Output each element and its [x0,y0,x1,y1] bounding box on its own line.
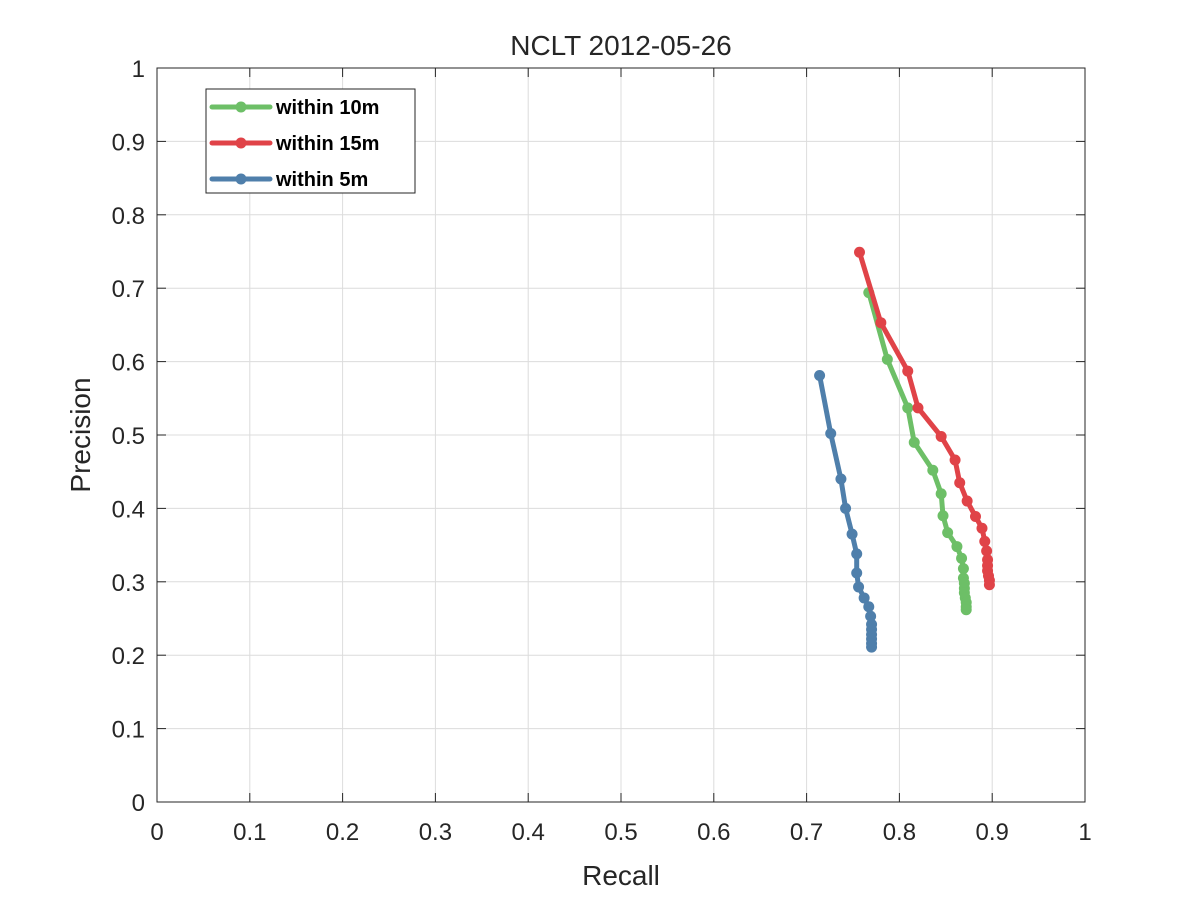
legend-label: within 10m [275,97,379,119]
data-point [866,641,878,653]
legend[interactable]: within 10m within 15m within 5m [205,88,416,194]
data-point [935,488,947,500]
y-axis-title: Precision [65,377,96,492]
y-tick-label: 0.1 [112,717,145,744]
data-point [954,477,966,489]
data-point [960,604,972,616]
data-point [976,522,988,534]
x-tick-label: 0.6 [697,819,730,846]
chart-title: NCLT 2012-05-26 [510,30,732,61]
x-tick-label: 0.1 [233,819,266,846]
x-tick-label: 0.5 [604,819,637,846]
y-tick-label: 0.5 [112,423,145,450]
data-point [853,581,865,593]
series-1 [863,287,972,616]
x-tick-label: 0.7 [790,819,823,846]
series-2 [853,246,995,591]
y-tick-label: 0.7 [112,276,145,303]
y-tick-label: 0.6 [112,350,145,377]
data-point [863,601,875,613]
data-point [881,353,893,365]
x-tick-label: 0.9 [976,819,1009,846]
legend-label: within 15m [275,133,379,155]
data-point [902,365,914,377]
data-point [840,502,852,514]
data-point [814,370,826,382]
data-point [956,552,968,564]
x-tick-label: 0.4 [512,819,545,846]
x-tick-label: 0.8 [883,819,916,846]
x-axis-title: Recall [582,860,660,891]
series-layer [814,246,995,653]
legend-swatch-marker [235,101,247,113]
data-point [853,246,865,258]
axis-ticks: 0 0.1 0.2 0.3 0.4 0.5 0.6 0.7 0.8 0.9 1 0 0.1 0.2 0.3 0… [112,56,1092,846]
data-point [875,317,887,329]
y-tick-label: 0.9 [112,129,145,156]
data-point [846,528,858,540]
data-point [835,473,847,485]
legend-swatch-marker [235,173,247,185]
y-tick-label: 0.4 [112,496,145,523]
data-point [858,592,870,604]
data-point [961,495,973,507]
y-tick-label: 0.2 [112,643,145,670]
y-tick-label: 1 [132,56,145,83]
data-point [957,563,969,575]
data-point [942,527,954,539]
x-tick-label: 1 [1078,819,1091,846]
data-point [927,464,939,476]
data-point [981,545,993,557]
legend-item[interactable]: within 10m [209,97,379,119]
data-point [983,579,995,591]
data-point [902,402,914,414]
y-tick-label: 0.3 [112,570,145,597]
legend-label: within 5m [275,169,368,191]
data-point [912,402,924,414]
data-point [865,610,877,622]
legend-item[interactable]: within 5m [209,169,368,191]
data-point [935,430,947,442]
x-tick-label: 0.2 [326,819,359,846]
data-point [908,436,920,448]
x-tick-label: 0.3 [419,819,452,846]
data-point [969,510,981,522]
data-point [951,541,963,553]
data-point [851,567,863,579]
y-tick-label: 0.8 [112,203,145,230]
legend-item[interactable]: within 15m [209,133,379,155]
legend-swatch-marker [235,137,247,149]
data-point [949,454,961,466]
x-tick-label: 0 [150,819,163,846]
series-3 [814,370,878,653]
data-point [937,510,949,522]
y-tick-label: 0 [132,790,145,817]
data-point [851,548,863,560]
data-point [979,535,991,547]
data-point [825,428,837,440]
